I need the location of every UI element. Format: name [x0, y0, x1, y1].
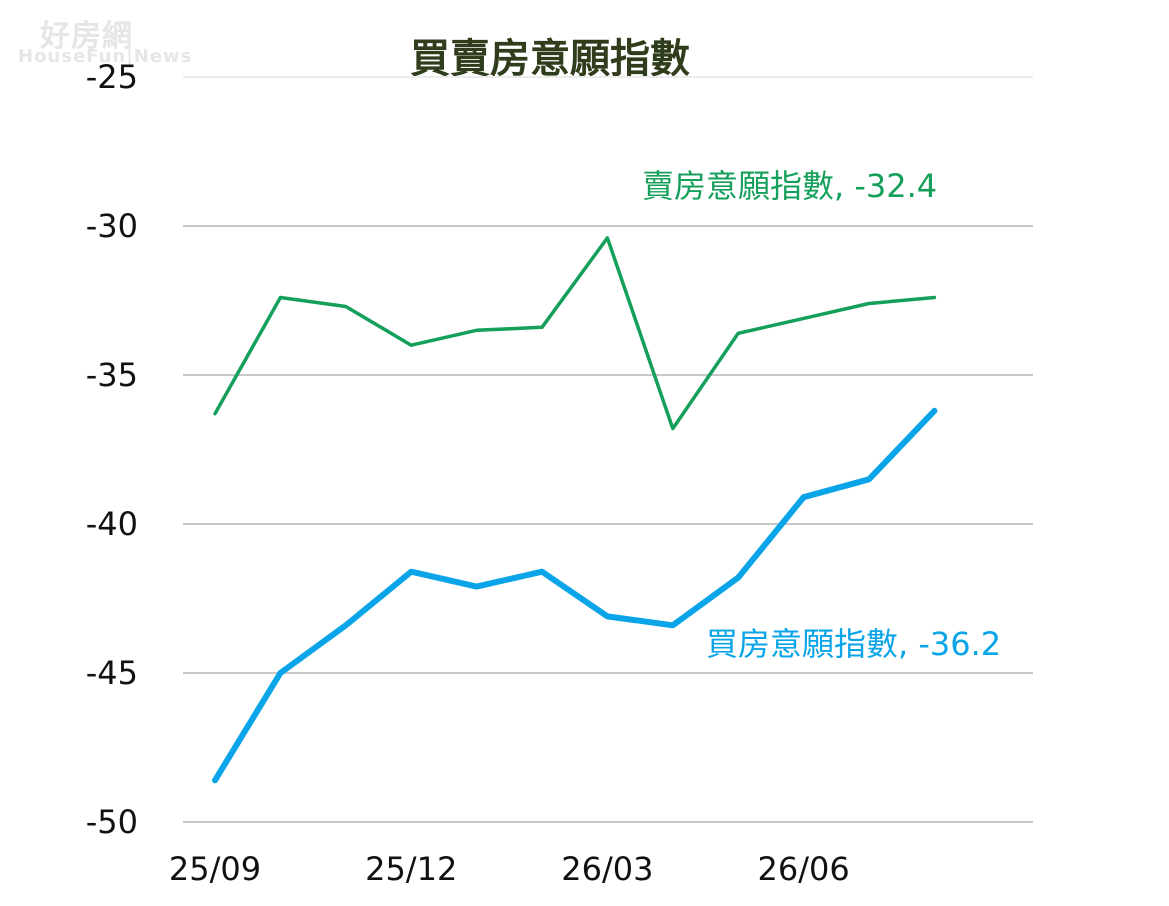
- watermark-brand: 好房網: [40, 19, 133, 54]
- x-axis-ticks: 25/09 25/12 26/03 26/06: [169, 850, 850, 888]
- series-label-buy: 買房意願指數, -36.2: [706, 625, 1001, 663]
- y-tick-label: -45: [86, 654, 138, 692]
- series-line-buy: [212, 407, 938, 784]
- watermark-sub: HouseFun|News: [18, 46, 193, 67]
- y-tick-label: -30: [86, 207, 138, 245]
- y-axis-ticks: -25 -30 -35 -40 -45 -50: [86, 58, 138, 841]
- series-labels: 賣房意願指數, -32.4 買房意願指數, -36.2: [642, 167, 1001, 663]
- x-tick-label: 26/03: [561, 850, 653, 888]
- series-line-sell: [213, 236, 937, 431]
- grid-lines: [183, 76, 1033, 823]
- y-tick-label: -35: [86, 356, 138, 394]
- x-tick-label: 26/06: [757, 850, 849, 888]
- chart-title: 買賣房意願指數: [410, 36, 690, 82]
- series-label-sell: 賣房意願指數, -32.4: [642, 167, 937, 205]
- x-tick-label: 25/12: [365, 850, 457, 888]
- y-tick-label: -50: [86, 803, 138, 841]
- y-tick-label: -25: [86, 58, 138, 96]
- watermark-logo: 好房網 HouseFun|News: [18, 22, 192, 66]
- x-tick-label: 25/09: [169, 850, 261, 888]
- series-lines: [212, 236, 938, 784]
- y-tick-label: -40: [86, 505, 138, 543]
